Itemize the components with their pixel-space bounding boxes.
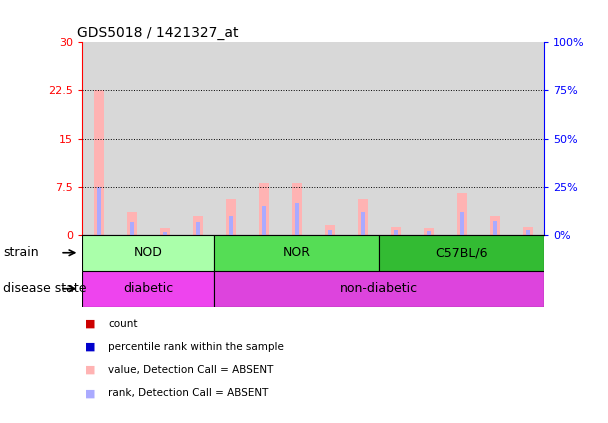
Text: disease state: disease state — [3, 282, 86, 295]
Bar — [361, 212, 365, 235]
Bar — [358, 200, 368, 235]
Bar — [445, 42, 478, 235]
Text: count: count — [108, 319, 138, 329]
Bar — [292, 184, 302, 235]
Bar — [126, 212, 137, 235]
Bar — [115, 42, 148, 235]
Bar — [313, 42, 346, 235]
Bar — [97, 187, 100, 235]
Text: non-diabetic: non-diabetic — [340, 282, 418, 295]
Bar — [193, 216, 202, 235]
Bar — [412, 42, 445, 235]
Bar — [82, 271, 214, 307]
Bar — [478, 42, 511, 235]
Text: ■: ■ — [85, 388, 95, 398]
Bar — [94, 91, 103, 235]
Bar — [226, 200, 235, 235]
Bar — [393, 230, 398, 235]
Bar — [492, 221, 497, 235]
Bar — [130, 222, 134, 235]
Bar — [427, 231, 430, 235]
Bar — [424, 228, 434, 235]
Bar — [526, 230, 530, 235]
Bar — [214, 235, 379, 271]
Bar — [196, 222, 199, 235]
Text: NOR: NOR — [283, 246, 311, 259]
Bar — [523, 227, 533, 235]
Text: ■: ■ — [85, 319, 95, 329]
Bar — [160, 228, 170, 235]
Bar — [295, 203, 299, 235]
Text: ■: ■ — [85, 342, 95, 352]
Bar — [162, 231, 167, 235]
Bar — [261, 206, 266, 235]
Text: NOD: NOD — [134, 246, 162, 259]
Bar — [82, 42, 115, 235]
Bar — [391, 227, 401, 235]
Bar — [258, 184, 269, 235]
Bar — [379, 42, 412, 235]
Bar — [379, 235, 544, 271]
Bar — [328, 230, 331, 235]
Bar — [346, 42, 379, 235]
Bar — [181, 42, 214, 235]
Text: GDS5018 / 1421327_at: GDS5018 / 1421327_at — [77, 26, 239, 40]
Text: percentile rank within the sample: percentile rank within the sample — [108, 342, 284, 352]
Bar — [325, 225, 334, 235]
Bar — [247, 42, 280, 235]
Text: rank, Detection Call = ABSENT: rank, Detection Call = ABSENT — [108, 388, 269, 398]
Bar — [511, 42, 544, 235]
Bar — [229, 216, 233, 235]
Bar — [280, 42, 313, 235]
Bar — [82, 235, 214, 271]
Bar — [214, 42, 247, 235]
Text: diabetic: diabetic — [123, 282, 173, 295]
Text: C57BL/6: C57BL/6 — [435, 246, 488, 259]
Bar — [148, 42, 181, 235]
Bar — [460, 212, 464, 235]
Text: value, Detection Call = ABSENT: value, Detection Call = ABSENT — [108, 365, 274, 375]
Text: strain: strain — [3, 246, 39, 259]
Bar — [489, 216, 500, 235]
Text: ■: ■ — [85, 365, 95, 375]
Bar — [214, 271, 544, 307]
Bar — [457, 193, 466, 235]
